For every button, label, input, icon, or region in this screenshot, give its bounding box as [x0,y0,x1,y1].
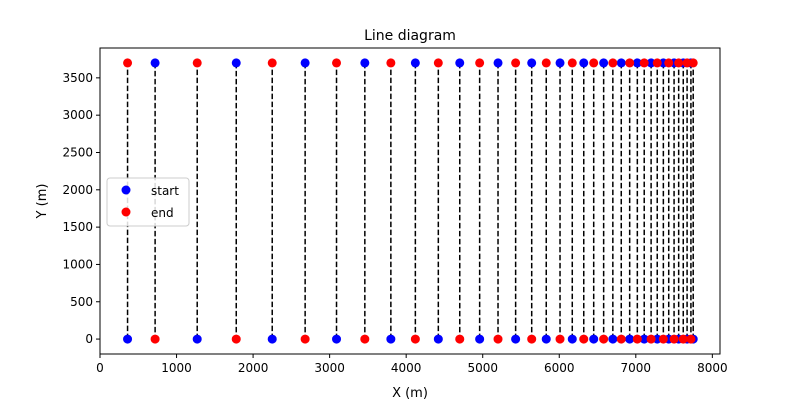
end-point [150,334,160,344]
end-point [616,334,626,344]
start-point [625,334,635,344]
y-tick-label: 500 [70,295,93,309]
end-point [475,58,485,68]
x-tick-label: 4000 [391,361,422,375]
start-point [475,334,485,344]
end-point [123,58,133,68]
end-point [646,334,656,344]
start-point [150,58,160,68]
end-point [652,58,662,68]
start-point [332,334,342,344]
x-axis-label: X (m) [392,386,428,400]
end-point [455,334,465,344]
end-point [579,334,589,344]
y-ticks: 0 500 1000 1500 2000 2500 3000 3500 [62,71,100,346]
end-point [669,334,679,344]
y-tick-label: 2000 [62,183,93,197]
end-point [589,58,599,68]
end-point [658,334,668,344]
start-point [579,58,589,68]
start-point [192,334,202,344]
end-point [410,334,420,344]
end-point [541,58,551,68]
legend: start end [106,177,190,227]
x-tick-label: 6000 [544,361,575,375]
y-tick-label: 0 [85,332,93,346]
end-point [192,58,202,68]
legend-start-label: start [151,184,179,198]
start-point [455,58,465,68]
x-tick-label: 7000 [621,361,652,375]
plot-area [123,58,698,344]
end-point [599,334,609,344]
end-point [639,58,649,68]
start-point [599,58,609,68]
start-point [493,58,503,68]
start-point [527,58,537,68]
start-point [511,334,521,344]
end-point [664,58,674,68]
y-tick-label: 3500 [62,71,93,85]
start-point [639,334,649,344]
y-tick-label: 2500 [62,145,93,159]
y-tick-label: 1500 [62,220,93,234]
start-point [267,334,277,344]
start-point [123,334,133,344]
start-point [433,334,443,344]
y-tick-label: 3000 [62,108,93,122]
start-point [632,58,642,68]
end-point [567,58,577,68]
start-point [555,58,565,68]
start-point [360,58,370,68]
end-point [686,334,696,344]
end-point [300,334,310,344]
legend-end-marker [121,207,131,217]
legend-start-marker [121,185,131,195]
axes [99,47,721,355]
start-point [608,334,618,344]
end-point [360,334,370,344]
y-axis-label: Y (m) [35,184,50,220]
end-point [632,334,642,344]
end-point [674,58,684,68]
start-point [386,334,396,344]
end-point [386,58,396,68]
end-point [608,58,618,68]
end-point [678,334,688,344]
y-tick-label: 1000 [62,257,93,271]
end-point [527,334,537,344]
end-point [267,58,277,68]
x-tick-label: 1000 [161,361,192,375]
start-point [541,334,551,344]
start-point [300,58,310,68]
x-tick-label: 8000 [697,361,728,375]
start-point [231,58,241,68]
start-point [589,334,599,344]
start-point [567,334,577,344]
x-tick-label: 3000 [314,361,345,375]
x-tick-label: 0 [96,361,104,375]
x-tick-label: 5000 [467,361,498,375]
chart-title: Line diagram [364,28,456,44]
legend-end-label: end [151,206,174,220]
end-point [625,58,635,68]
end-point [555,334,565,344]
end-point [511,58,521,68]
end-point [688,58,698,68]
end-point [231,334,241,344]
start-point [410,58,420,68]
x-ticks: 0 1000 2000 3000 4000 5000 6000 7000 8000 [96,354,728,375]
start-point [616,58,626,68]
end-point [493,334,503,344]
end-point [332,58,342,68]
axes-frame [99,47,721,355]
end-point [433,58,443,68]
x-tick-label: 2000 [238,361,269,375]
